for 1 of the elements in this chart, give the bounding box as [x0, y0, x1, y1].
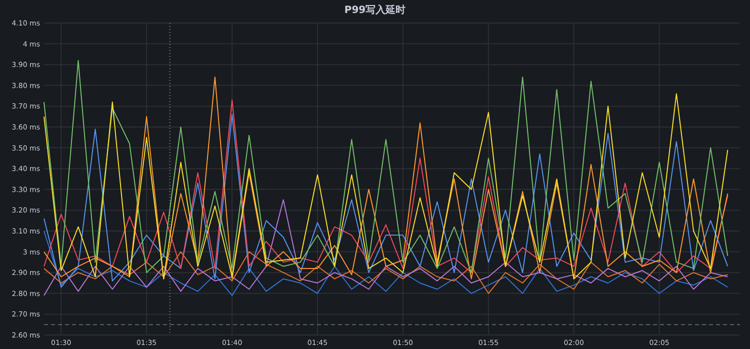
title: P99写入延时 [344, 5, 406, 16]
